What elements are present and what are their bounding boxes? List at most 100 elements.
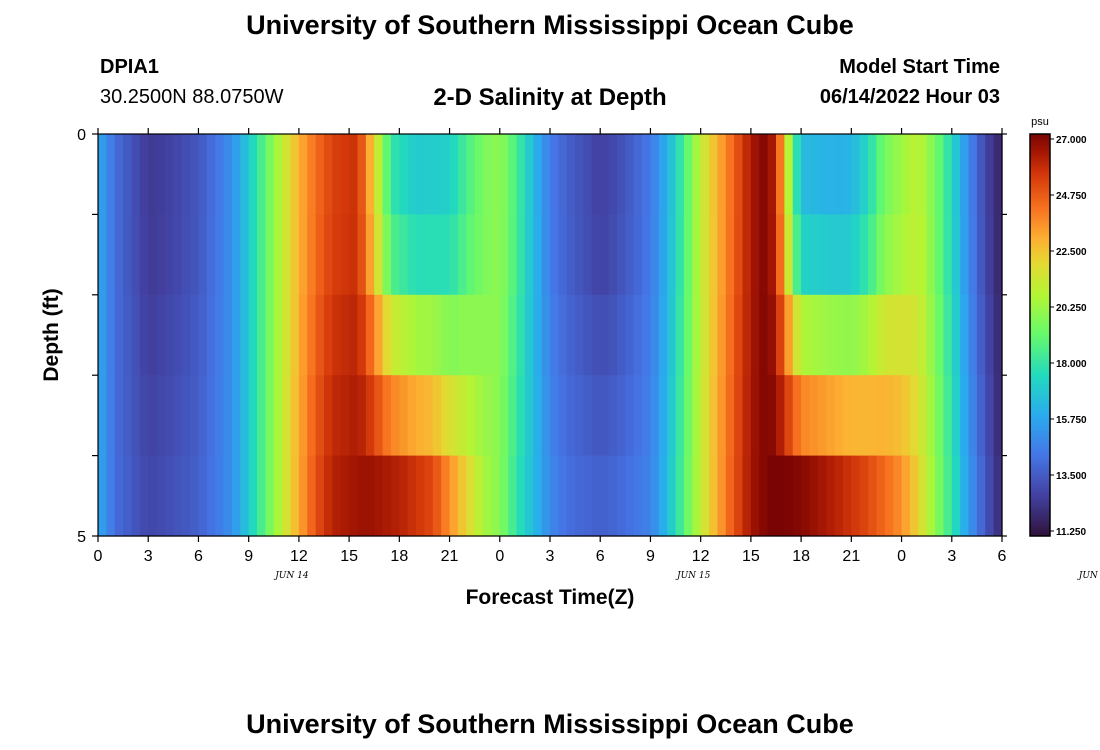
heatmap-cell — [449, 294, 459, 376]
heatmap-cell — [382, 134, 392, 215]
heatmap-cell — [407, 294, 417, 376]
heatmap-cell — [198, 134, 208, 215]
heatmap-cell — [826, 294, 836, 376]
heatmap-cell — [257, 134, 267, 215]
heatmap-cell — [901, 455, 911, 537]
heatmap-cell — [265, 214, 275, 296]
heatmap-cell — [248, 294, 258, 376]
heatmap-cell — [700, 455, 710, 537]
heatmap-cell — [524, 375, 534, 457]
heatmap-cell — [842, 455, 852, 537]
heatmap-cell — [215, 214, 225, 296]
date-label: JUN 16 — [1077, 571, 1100, 581]
heatmap-cell — [382, 294, 392, 376]
heatmap-cell — [750, 134, 760, 215]
heatmap-cell — [926, 375, 936, 457]
heatmap-cell — [876, 294, 886, 376]
heatmap-cell — [106, 455, 116, 537]
heatmap-cell — [173, 214, 183, 296]
heatmap-cells — [98, 134, 1003, 537]
heatmap-cell — [642, 294, 652, 376]
heatmap-cell — [625, 294, 635, 376]
heatmap-cell — [240, 455, 250, 537]
heatmap-cell — [725, 375, 735, 457]
heatmap-cell — [842, 375, 852, 457]
heatmap-cell — [483, 134, 493, 215]
heatmap-cell — [282, 455, 292, 537]
heatmap-cell — [575, 375, 585, 457]
heatmap-cell — [164, 134, 174, 215]
heatmap-cell — [985, 214, 995, 296]
heatmap-cell — [340, 294, 350, 376]
heatmap-cell — [365, 455, 375, 537]
heatmap-cell — [960, 455, 970, 537]
heatmap-cell — [976, 294, 986, 376]
heatmap-cell — [675, 134, 685, 215]
heatmap-cell — [357, 294, 367, 376]
heatmap-cell — [106, 134, 116, 215]
heatmap-cell — [541, 294, 551, 376]
heatmap-cell — [156, 455, 166, 537]
heatmap-cell — [457, 455, 467, 537]
heatmap-cell — [868, 134, 878, 215]
heatmap-cell — [709, 375, 719, 457]
heatmap-cell — [717, 375, 727, 457]
heatmap-cell — [181, 455, 191, 537]
heatmap-cell — [725, 294, 735, 376]
heatmap-cell — [390, 214, 400, 296]
heatmap-cell — [499, 455, 509, 537]
heatmap-cell — [709, 214, 719, 296]
footer-title: University of Southern Mississippi Ocean… — [246, 709, 854, 739]
heatmap-cell — [776, 375, 785, 457]
heatmap-cell — [298, 375, 308, 457]
heatmap-cell — [985, 294, 995, 376]
heatmap-cell — [98, 375, 107, 457]
heatmap-cell — [759, 134, 769, 215]
heatmap-cell — [324, 455, 333, 537]
heatmap-cell — [784, 294, 794, 376]
heatmap-cell — [499, 134, 509, 215]
heatmap-cell — [508, 134, 518, 215]
heatmap-cell — [382, 455, 392, 537]
heatmap-cell — [190, 294, 200, 376]
heatmap-cell — [968, 214, 978, 296]
heatmap-cell — [767, 134, 777, 215]
heatmap-cell — [642, 455, 652, 537]
heatmap-cell — [667, 455, 677, 537]
heatmap-cell — [834, 294, 844, 376]
heatmap-cell — [909, 214, 919, 296]
heatmap-cell — [307, 134, 317, 215]
x-tick-label: 21 — [842, 548, 860, 565]
heatmap-cell — [173, 375, 183, 457]
heatmap-cell — [851, 214, 861, 296]
heatmap-cell — [985, 455, 995, 537]
heatmap-cell — [524, 294, 534, 376]
heatmap-cell — [575, 455, 585, 537]
heatmap-cell — [960, 294, 970, 376]
heatmap-cell — [181, 294, 191, 376]
heatmap-cell — [658, 375, 668, 457]
heatmap-cell — [667, 294, 677, 376]
heatmap-cell — [457, 134, 467, 215]
heatmap-cell — [483, 214, 493, 296]
heatmap-cell — [633, 375, 643, 457]
heatmap-cell — [173, 455, 183, 537]
heatmap-cell — [784, 455, 794, 537]
heatmap-cell — [524, 455, 534, 537]
x-tick-label: 15 — [340, 548, 358, 565]
heatmap-cell — [516, 375, 526, 457]
heatmap-cell — [206, 375, 216, 457]
heatmap-cell — [123, 214, 133, 296]
heatmap-cell — [725, 455, 735, 537]
heatmap-cell — [658, 134, 668, 215]
heatmap-cell — [692, 134, 702, 215]
heatmap-cell — [114, 294, 124, 376]
heatmap-cell — [290, 294, 300, 376]
heatmap-cell — [474, 294, 484, 376]
heatmap-cell — [265, 375, 275, 457]
heatmap-cell — [734, 294, 744, 376]
heatmap-cell — [164, 214, 174, 296]
heatmap-cell — [390, 294, 400, 376]
heatmap-cell — [248, 375, 258, 457]
heatmap-cell — [332, 294, 342, 376]
